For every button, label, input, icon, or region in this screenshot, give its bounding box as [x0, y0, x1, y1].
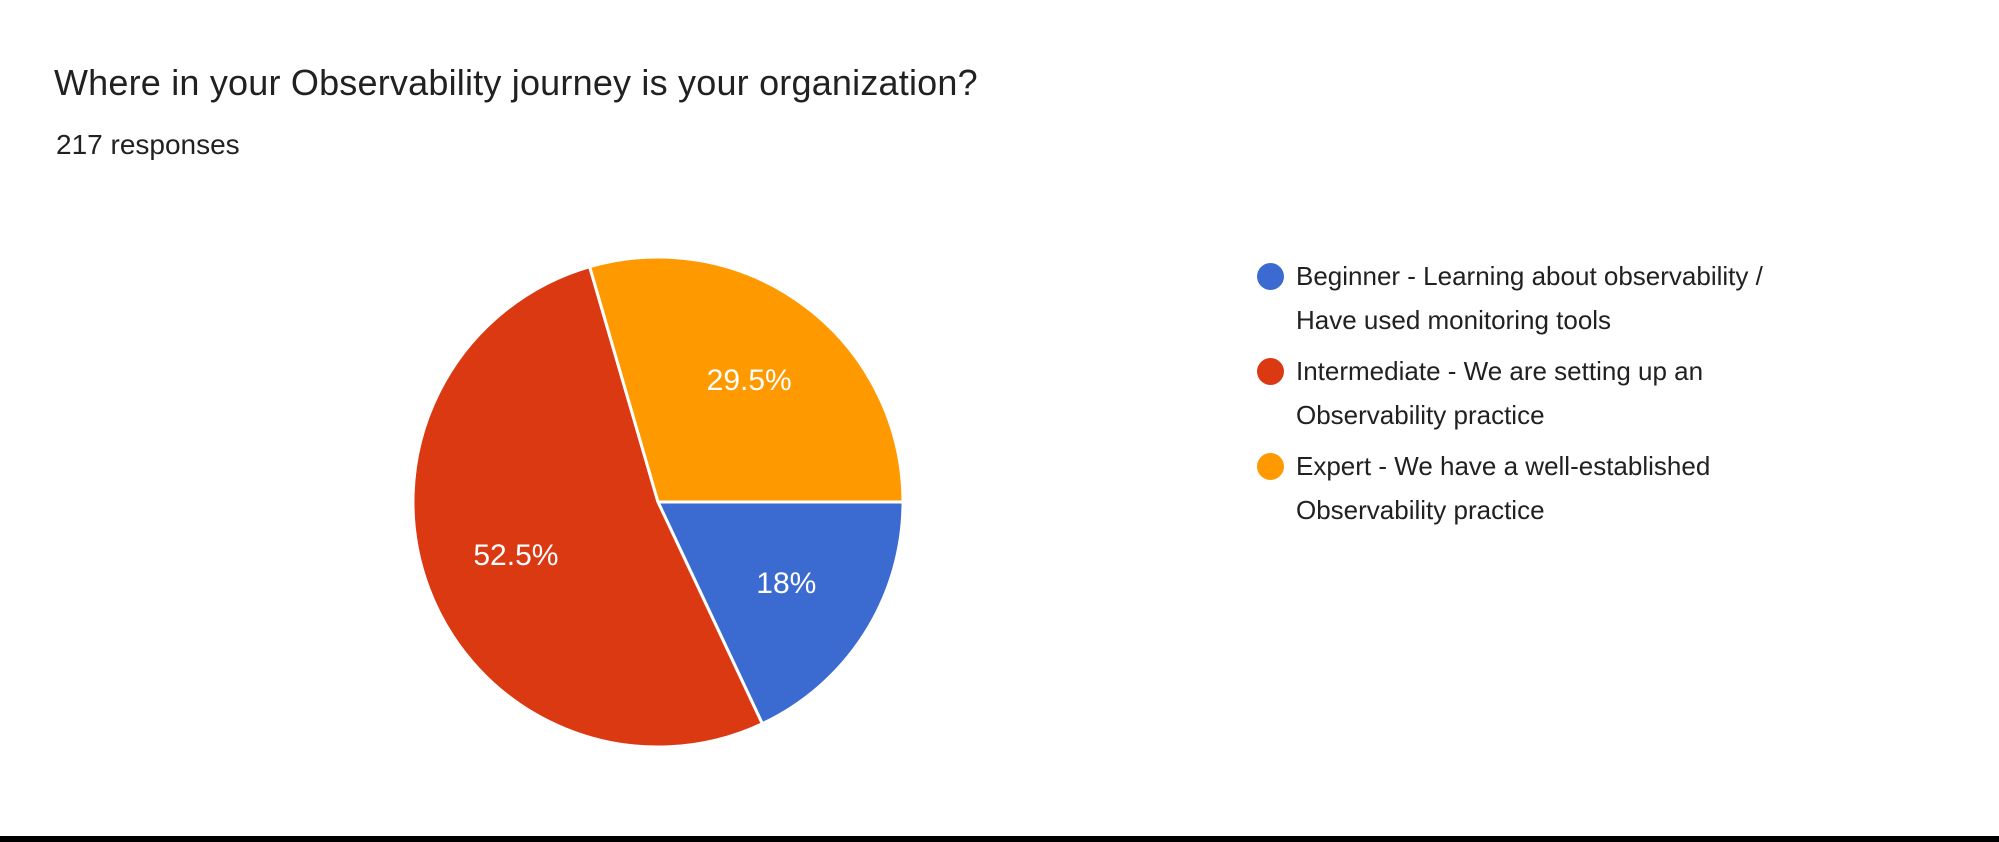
legend-item-intermediate: Intermediate - We are setting up an Obser… [1257, 349, 1763, 437]
legend-item-beginner: Beginner - Learning about observability … [1257, 254, 1763, 342]
legend-swatch-icon-expert [1257, 453, 1284, 480]
legend-label-line: Observability practice [1296, 495, 1545, 525]
pie-slice-intermediate[interactable] [411, 265, 764, 749]
pie-chart-svg: 18% 52.5% 29.5% [411, 255, 905, 749]
legend-label-line: Have used monitoring tools [1296, 305, 1612, 335]
pie-chart: 18% 52.5% 29.5% [403, 247, 913, 757]
legend-label-beginner: Beginner - Learning about observability … [1296, 254, 1763, 342]
pie-slice-beginner[interactable] [656, 500, 905, 726]
legend-label-line: Observability practice [1296, 400, 1545, 430]
question-title: Where in your Observability journey is y… [54, 62, 978, 103]
bottom-border-bar [0, 836, 1999, 842]
slice-percent-label-intermediate: 52.5% [473, 539, 558, 572]
legend-swatch-icon-beginner [1257, 263, 1284, 290]
responses-count: 217 responses [56, 129, 240, 160]
chart-legend: Beginner - Learning about observability … [1257, 254, 1763, 532]
legend-label-line: Beginner - Learning about observability … [1296, 261, 1763, 291]
slice-percent-label-beginner: 18% [756, 567, 816, 600]
legend-label-expert: Expert - We have a well-established Obser… [1296, 444, 1710, 532]
pie-slice-expert[interactable] [588, 255, 905, 504]
legend-label-line: Expert - We have a well-established [1296, 451, 1711, 481]
legend-label-intermediate: Intermediate - We are setting up an Obser… [1296, 349, 1703, 437]
legend-label-line: Intermediate - We are setting up an [1296, 356, 1704, 386]
legend-swatch-icon-intermediate [1257, 358, 1284, 385]
slice-percent-label-expert: 29.5% [707, 364, 792, 397]
legend-item-expert: Expert - We have a well-established Obser… [1257, 444, 1763, 532]
